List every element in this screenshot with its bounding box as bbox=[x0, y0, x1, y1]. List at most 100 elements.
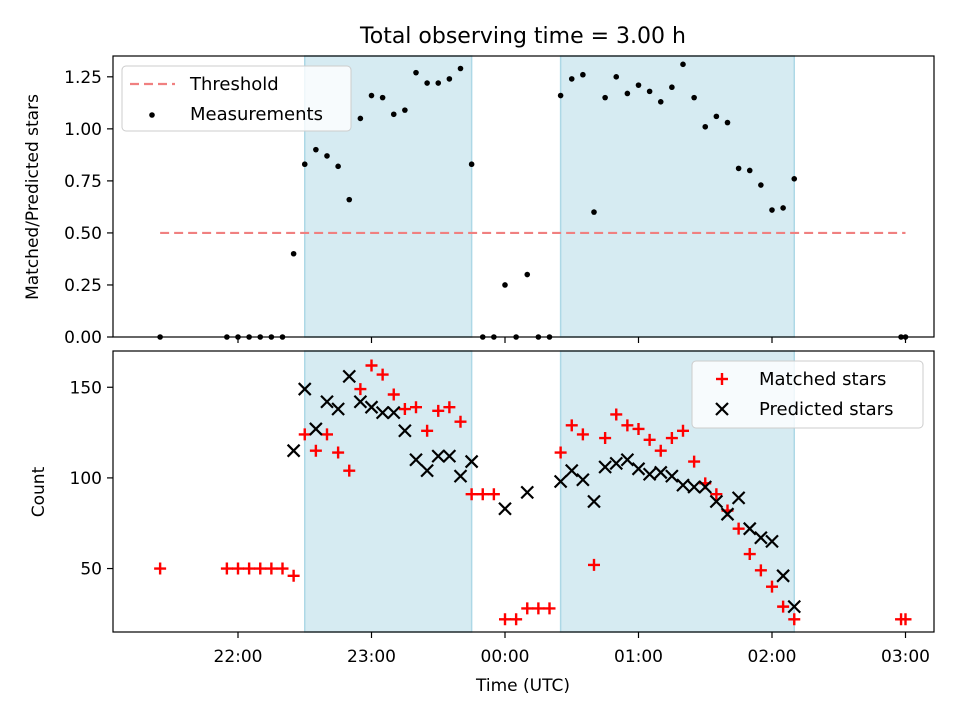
matched-star-point bbox=[599, 432, 612, 445]
matched-star-point bbox=[565, 419, 578, 432]
bottom-plot-frame bbox=[112, 350, 935, 633]
matched-stars-points bbox=[154, 359, 912, 626]
predicted-star-point bbox=[731, 491, 746, 505]
x-tick-label: 03:00 bbox=[881, 647, 930, 667]
top-y-axis: 0.00 0.25 0.50 0.75 1.00 1.25 bbox=[64, 68, 113, 348]
matched-star-point bbox=[432, 404, 445, 417]
matched-star-point bbox=[632, 422, 645, 435]
matched-star-point bbox=[465, 488, 478, 501]
predicted-star-point bbox=[564, 463, 579, 478]
matched-star-point bbox=[732, 522, 745, 535]
matched-star-point bbox=[321, 428, 333, 441]
measurement-point bbox=[769, 207, 775, 213]
predicted-star-point bbox=[431, 449, 446, 463]
bottom-legend: Matched stars Predicted stars bbox=[691, 360, 924, 429]
shaded-interval-1 bbox=[304, 350, 473, 633]
matched-star-point bbox=[454, 415, 467, 428]
matched-star-point bbox=[154, 562, 167, 575]
measurement-point bbox=[301, 161, 308, 168]
matched-star-point bbox=[543, 602, 556, 615]
matched-star-point bbox=[220, 562, 233, 575]
measurement-point bbox=[413, 69, 419, 76]
predicted-star-point bbox=[364, 400, 379, 414]
measurement-point bbox=[580, 71, 586, 78]
matched-star-point bbox=[899, 613, 912, 626]
measurement-point bbox=[657, 98, 664, 105]
predicted-star-point bbox=[720, 507, 735, 521]
x-tick-label: 23:00 bbox=[347, 647, 396, 667]
chart-title: Total observing time = 3.00 h bbox=[359, 24, 686, 49]
predicted-star-point bbox=[576, 472, 590, 487]
matched-star-point bbox=[410, 401, 422, 414]
matched-legend-label: Matched stars bbox=[759, 369, 886, 390]
predicted-star-point bbox=[286, 443, 301, 458]
matched-star-point bbox=[510, 613, 523, 626]
matched-star-point bbox=[621, 419, 634, 432]
measurement-point bbox=[602, 94, 608, 101]
predicted-star-point bbox=[464, 454, 479, 469]
predicted-star-point bbox=[642, 467, 657, 482]
matched-star-point bbox=[343, 464, 356, 477]
predicted-star-point bbox=[386, 405, 401, 420]
predicted-star-point bbox=[653, 465, 668, 480]
matched-star-point bbox=[665, 432, 678, 445]
bottom-y-axis-label: Count bbox=[29, 466, 49, 517]
x-tick-label: 01:00 bbox=[614, 647, 663, 667]
y-tick-label: 50 bbox=[80, 560, 102, 580]
matched-star-point bbox=[387, 388, 400, 401]
matched-star-point bbox=[710, 488, 723, 501]
bottom-y-axis: 50 100 150 bbox=[70, 378, 113, 580]
measurement-point bbox=[390, 111, 397, 118]
top-x-ticks bbox=[237, 337, 907, 343]
measurement-point bbox=[313, 146, 319, 153]
matched-star-point bbox=[677, 424, 689, 437]
measurement-point bbox=[691, 94, 697, 101]
matched-star-point bbox=[476, 488, 489, 501]
measurement-point bbox=[368, 92, 375, 99]
predicted-star-point bbox=[353, 394, 368, 409]
predicted-star-point bbox=[665, 469, 679, 483]
predicted-star-point bbox=[342, 369, 357, 384]
measurement-point bbox=[746, 167, 753, 174]
measurement-point bbox=[758, 182, 764, 188]
matched-star-point bbox=[354, 383, 367, 396]
measurement-point bbox=[435, 80, 442, 86]
bottom-x-axis: 22:00 23:00 00:00 01:00 02:00 03:00 bbox=[214, 632, 930, 667]
top-y-axis-label: Matched/Predicted stars bbox=[23, 94, 43, 300]
measurement-point bbox=[591, 209, 597, 215]
predicted-star-point bbox=[787, 599, 802, 614]
matched-star-point bbox=[332, 446, 345, 459]
predicted-star-point bbox=[320, 394, 334, 409]
measurement-point bbox=[324, 153, 330, 159]
predicted-star-point bbox=[420, 463, 434, 478]
predicted-star-point bbox=[620, 452, 635, 467]
predicted-star-point bbox=[687, 480, 701, 494]
measurement-point bbox=[357, 115, 364, 122]
measurement-point bbox=[624, 90, 631, 97]
matched-star-point bbox=[766, 580, 778, 593]
matched-star-point bbox=[443, 401, 456, 414]
matched-star-point bbox=[287, 569, 300, 582]
measurement-point bbox=[568, 76, 575, 82]
matched-star-point bbox=[487, 488, 500, 501]
predicted-star-point bbox=[698, 480, 713, 494]
bottom-legend-box bbox=[691, 360, 924, 429]
measurement-point bbox=[402, 107, 408, 113]
matched-star-point bbox=[532, 602, 545, 615]
predicted-star-point bbox=[742, 521, 757, 536]
x-tick-label: 00:00 bbox=[481, 647, 530, 667]
predicted-star-point bbox=[754, 530, 768, 545]
predicted-star-point bbox=[453, 469, 468, 483]
y-tick-label: 0.50 bbox=[64, 224, 102, 244]
measurement-point bbox=[468, 161, 475, 168]
top-panel: 0.00 0.25 0.50 0.75 1.00 1.25 Matched/Predict… bbox=[23, 55, 935, 348]
measurement-point bbox=[346, 196, 353, 203]
top-legend-box bbox=[121, 65, 352, 132]
predicted-star-point bbox=[409, 452, 423, 467]
predicted-star-point bbox=[520, 485, 535, 500]
x-tick-label: 02:00 bbox=[748, 647, 797, 667]
matched-star-point bbox=[588, 558, 600, 571]
measurement-point bbox=[557, 92, 564, 99]
measurement-point bbox=[290, 250, 297, 257]
